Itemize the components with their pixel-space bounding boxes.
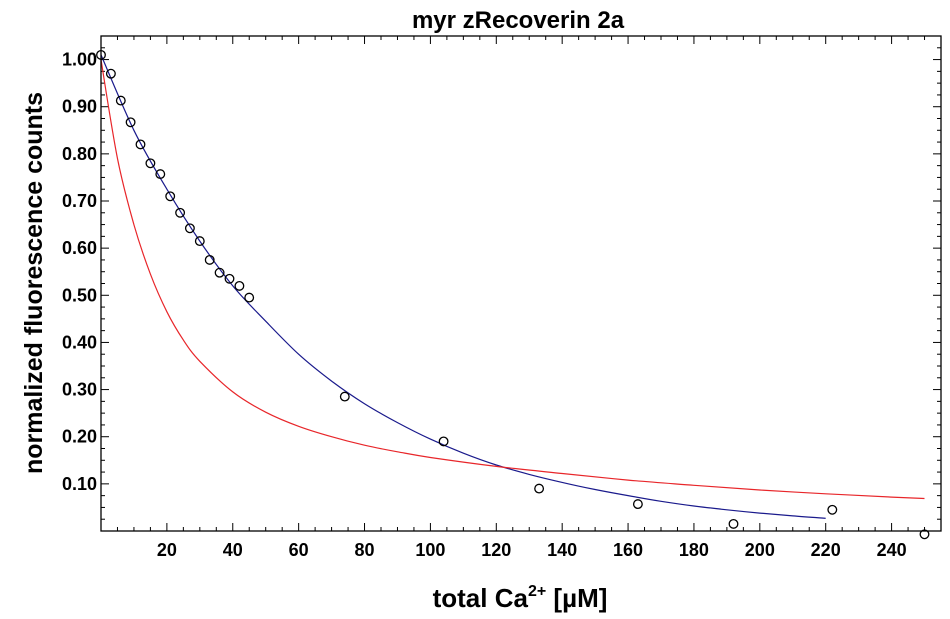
x-tick-label: 220 (811, 540, 841, 560)
y-tick-label: 0.30 (62, 380, 97, 400)
y-tick-label: 0.20 (62, 427, 97, 447)
x-tick-label: 80 (355, 540, 375, 560)
y-tick-label: 0.10 (62, 474, 97, 494)
y-tick-label: 0.60 (62, 238, 97, 258)
data-point (125, 117, 136, 128)
y-tick-label: 0.40 (62, 332, 97, 352)
data-point (632, 499, 643, 510)
x-tick-label: 60 (289, 540, 309, 560)
x-axis-label-unit: [µM] (546, 583, 607, 613)
x-tick-label: 180 (679, 540, 709, 560)
data-point (827, 504, 838, 515)
y-axis-label: normalized fluorescence counts (20, 92, 48, 474)
x-tick-label: 140 (547, 540, 577, 560)
y-tick-label: 1.00 (62, 50, 97, 70)
data-point (339, 391, 350, 402)
x-tick-label: 120 (481, 540, 511, 560)
y-tick-label: 0.70 (62, 191, 97, 211)
plot-area: 20 40 60 80 100 120 140 160 180 200 220 240 0.10 0.20… (62, 36, 941, 560)
data-point (165, 191, 176, 202)
y-tick-label: 0.90 (62, 97, 97, 117)
data-point (234, 280, 245, 291)
data-point (184, 223, 195, 234)
series-line-fit (100, 54, 826, 519)
data-point (115, 95, 126, 106)
x-axis-label-superscript: 2+ (528, 583, 546, 600)
series-line-model (100, 59, 925, 500)
data-point (728, 518, 739, 529)
data-point (214, 267, 225, 278)
data-point (145, 158, 156, 169)
data-point (919, 529, 930, 540)
x-tick-label: 20 (157, 540, 177, 560)
x-axis-label: total Ca2+ [µM] (433, 583, 608, 613)
data-point (194, 236, 205, 247)
chart-title: myr zRecoverin 2a (412, 7, 625, 34)
plot-frame (100, 35, 942, 532)
data-point (204, 254, 215, 265)
x-tick-label: 200 (745, 540, 775, 560)
data-point (534, 483, 545, 494)
y-tick-label: 0.50 (62, 285, 97, 305)
x-tick-label: 240 (877, 540, 907, 560)
data-point (438, 436, 449, 447)
x-tick-label: 100 (415, 540, 445, 560)
data-point (135, 139, 146, 150)
data-point (224, 273, 235, 284)
data-point (244, 292, 255, 303)
x-tick-label: 40 (223, 540, 243, 560)
data-point (105, 68, 116, 79)
x-axis-label-main: total Ca (433, 583, 529, 613)
x-tick-label: 160 (613, 540, 643, 560)
data-point (175, 207, 186, 218)
y-tick-label: 0.80 (62, 144, 97, 164)
data-point (155, 169, 166, 180)
